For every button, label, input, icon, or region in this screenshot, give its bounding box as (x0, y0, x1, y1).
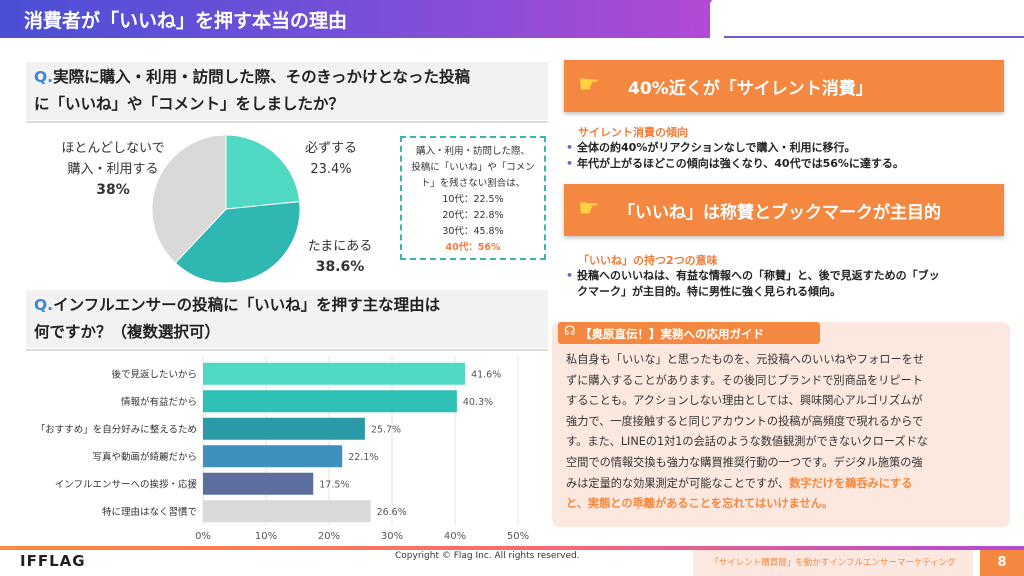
ratio-box-l2: 投稿に「いいね」や「コメン (411, 162, 535, 173)
pie-value-sometimes: 38.6% (315, 259, 365, 275)
bar-value-label: 41.6% (471, 369, 501, 380)
question-1-underline (26, 121, 548, 123)
bar-category-label: インフルエンサーへの挨拶・応援 (55, 478, 198, 490)
guide-line-4: 強力で、一度接触すると同じアカウントの投稿が高頻度で現れるからで (566, 414, 924, 428)
bar (203, 500, 371, 523)
bar-value-label: 26.6% (377, 507, 407, 518)
x-tick-label: 50% (507, 531, 529, 542)
footer-tagline: 「サイレント購買層」を動かすインフルエンサーマーケティング (693, 550, 973, 576)
guide-line-2: ずに購入することがあります。その後同じブランドで別商品をリピート (566, 373, 923, 387)
page-title: 消費者が「いいね」を押す本当の理由 (24, 10, 348, 32)
guide-tag: ☊ 【奥原直伝！】実務への応用ガイド (558, 322, 820, 344)
pie-slice-always (225, 134, 301, 210)
pie-value-rarely: 38% (96, 182, 130, 198)
pointing-hand-icon: ☛ (578, 70, 600, 98)
bar-value-label: 22.1% (348, 452, 378, 463)
bar (203, 362, 466, 385)
bar (203, 417, 365, 440)
question-2-underline (26, 349, 548, 351)
application-guide-box (552, 322, 1010, 527)
reasons-bar-chart: 0% 10% 20% 30% 40% 50% 後で見返したいから 41.6% 情報が有益だから… (36, 356, 529, 542)
question-2-prefix: Q. (34, 296, 54, 314)
guide-line-1: 私自身も「いいな」と思ったものを、元投稿へのいいねやフォローをせ (566, 353, 925, 366)
header-accent-line (724, 36, 1024, 38)
question-1-line1: 実際に購入・利用・訪問した際、そのきっかけとなった投稿 (53, 68, 471, 86)
ratio-box-40s: 40代：56% (445, 242, 501, 253)
page-number: 8 (980, 550, 1024, 576)
x-tick-label: 30% (381, 531, 403, 542)
guide-line-5: す。また、LINEの1対1の会話のような数値観測ができないクローズドな (566, 435, 928, 449)
ratio-box-30s: 30代：45.8% (442, 226, 504, 237)
bar-value-label: 40.3% (463, 397, 493, 408)
copyright: Copyright © Flag Inc. All rights reserve… (395, 551, 580, 561)
x-tick-label: 10% (255, 531, 277, 542)
pointing-hand-icon: ☛ (578, 194, 600, 222)
guide-line-3: することも。アクションしない理由としては、興味関心アルゴリズムが (566, 394, 923, 408)
guide-line-6: 空間での情報交換も強力な購買推奨行動の一つです。デジタル施策の強 (566, 455, 923, 469)
bar-category-label: 後で見返したいから (111, 368, 197, 380)
like-meaning-bullets: • 投稿へのいいねは、有益な情報への「称賛」と、後で見返すための「ブッ クマーク」… (566, 268, 1006, 300)
header-bar-edge (690, 0, 712, 38)
x-tick-label: 20% (318, 531, 340, 542)
guide-tag-text: 【奥原直伝！】実務への応用ガイド (580, 327, 764, 341)
bar-category-label: 「おすすめ」を自分好みに整えるため (36, 423, 197, 435)
banner-2-text: 「いいね」は称賛とブックマークが主目的 (618, 203, 941, 223)
no-reaction-ratio-box: 購入・利用・訪問した際、 投稿に「いいね」や「コメン ト」を残さない割合は、 1… (400, 136, 546, 260)
reaction-pie-chart (151, 134, 301, 284)
silent-trend-heading: サイレント消費の傾向 (578, 126, 688, 139)
banner-silent-consumption: ☛ 40%近くが「サイレント消費」 (564, 60, 1004, 112)
like-bullet-l1: 投稿へのいいねは、有益な情報への「称賛」と、後で見返すための「ブッ (577, 269, 940, 282)
question-2-box: Q.インフルエンサーの投稿に「いいね」を押す主な理由は 何ですか？（複数選択可） (26, 290, 548, 348)
bar-category-label: 特に理由はなく習慣で (102, 506, 197, 518)
ratio-box-l1: 購入・利用・訪問した際、 (415, 146, 530, 157)
question-2-line1: インフルエンサーの投稿に「いいね」を押す主な理由は (53, 296, 441, 314)
ratio-box-20s: 20代：22.8% (442, 210, 504, 221)
guide-body: 私自身も「いいな」と思ったものを、元投稿へのいいねやフォローをせ ずに購入するこ… (566, 350, 1000, 515)
guide-line-8: と、実態との乖離があることを忘れてはいけません。 (566, 497, 834, 511)
footer-gradient-line (0, 546, 1024, 550)
silent-bullet-1: 全体の約40%がリアクションなしで購入・利用に移行。 (577, 141, 856, 154)
x-tick-label: 40% (444, 531, 466, 542)
pie-label-sometimes-name: たまにある (307, 239, 373, 254)
question-1-line2: に「いいね」や「コメント」をしましたか？ (34, 95, 345, 113)
header-bar (0, 0, 710, 38)
question-1-prefix: Q. (34, 68, 54, 86)
pie-label-rarely-l2: 購入・利用する (67, 162, 159, 177)
flag-logo: IFFLAG (20, 552, 86, 570)
guide-line-7a: みは定量的な効果測定が可能なことですが、 (566, 476, 790, 490)
bar (203, 445, 343, 468)
headset-icon: ☊ (564, 324, 576, 339)
pie-slice-rarely (151, 134, 227, 264)
bar-value-label: 17.5% (319, 479, 349, 490)
question-1-box: Q.実際に購入・利用・訪問した際、そのきっかけとなった投稿 に「いいね」や「コメ… (26, 62, 548, 120)
x-tick-label: 0% (195, 531, 211, 542)
like-meaning-heading: 「いいね」の持つ2つの意味 (578, 254, 718, 267)
pie-label-always: 必ずする 23.4% (296, 138, 366, 180)
ratio-box-l3: ト」を残さない割合は、 (420, 178, 526, 189)
banner-like-meaning: ☛ 「いいね」は称賛とブックマークが主目的 (564, 184, 1004, 236)
bar-category-label: 写真や動画が綺麗だから (92, 451, 197, 463)
silent-trend-bullets: • 全体の約40%がリアクションなしで購入・利用に移行。 • 年代が上がるほどこの傾… (566, 141, 904, 170)
banner-1-text: 40%近くが「サイレント消費」 (628, 79, 873, 99)
pie-label-always-name: 必ずする (304, 141, 357, 156)
question-2-line2: 何ですか？（複数選択可） (34, 323, 221, 341)
pie-slice-sometimes (174, 201, 301, 284)
bar (203, 472, 314, 495)
bar-category-label: 情報が有益だから (121, 396, 197, 408)
pie-label-sometimes: たまにある 38.6% (300, 236, 380, 278)
like-bullet-l2: クマーク」が主目的。特に男性に強く見られる傾向。 (577, 285, 841, 298)
bar (203, 390, 457, 413)
guide-line-7b: 数字だけを鵜呑みにする (789, 476, 913, 490)
ratio-box-10s: 10代：22.5% (442, 194, 504, 205)
pie-value-always: 23.4% (310, 162, 352, 177)
silent-bullet-2: 年代が上がるほどこの傾向は強くなり、40代では56%に達する。 (577, 157, 904, 170)
pie-label-rarely-l1: ほとんどしないで (61, 141, 165, 156)
bar-value-label: 25.7% (371, 424, 401, 435)
pie-label-rarely: ほとんどしないで 購入・利用する 38% (58, 138, 168, 201)
